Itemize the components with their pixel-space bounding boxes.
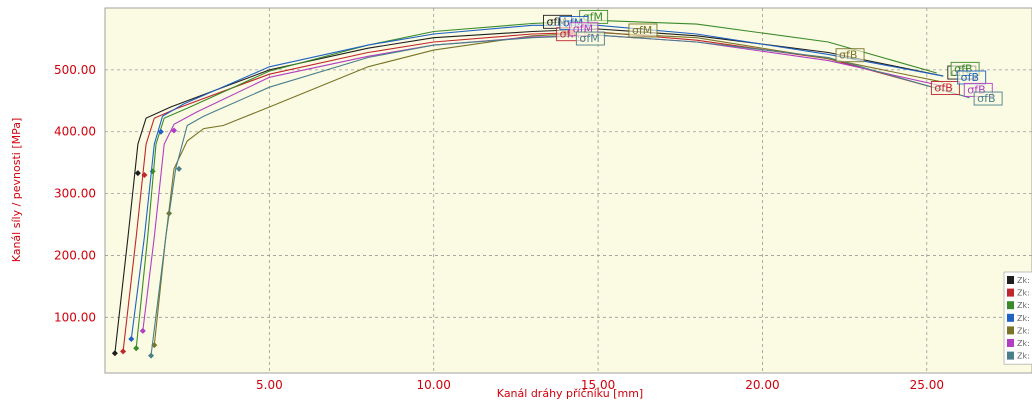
marker-label: σfM xyxy=(579,32,599,45)
x-tick-label: 15.00 xyxy=(581,378,615,392)
data-marker xyxy=(171,127,178,134)
x-axis-label: Kanál dráhy příčníku [mm] xyxy=(497,387,643,400)
plot-area xyxy=(104,7,1032,374)
x-tick-label: 5.00 xyxy=(256,378,283,392)
series-line-7 xyxy=(150,34,970,356)
x-tick-label: 25.00 xyxy=(910,378,944,392)
data-marker xyxy=(128,335,135,342)
marker-label: σfB xyxy=(977,92,995,105)
legend: Zk: 1 Zk: 2 Zk: 3 Zk: 4 Zk: 5 Zk: 6 Zk: 7 xyxy=(1003,271,1032,365)
tick-labels: 5.00 10.00 15.00 20.00 25.00 100.00 200.00 300.… xyxy=(54,63,944,392)
series-line-2 xyxy=(122,31,937,352)
data-marker xyxy=(157,128,164,135)
data-marker xyxy=(141,172,148,179)
data-marker xyxy=(148,352,155,359)
y-tick-label: 100.00 xyxy=(54,310,96,324)
marker-label-box xyxy=(930,81,960,95)
series-line-5 xyxy=(153,32,944,346)
marker-labels: σfMσfBσfMσfBσfMσfBσfMσfBσfMσfBσfMσfBσfMσ… xyxy=(543,9,1003,106)
series-line-4 xyxy=(130,24,944,340)
legend-entry: Zk: 3 xyxy=(1017,301,1032,310)
x-tick-label: 10.00 xyxy=(417,378,451,392)
y-tick-label: 500.00 xyxy=(54,63,96,77)
data-marker xyxy=(134,170,141,177)
legend-entry: Zk: 5 xyxy=(1017,326,1032,335)
legend-entry: Zk: 1 xyxy=(1017,276,1032,285)
legend-swatch xyxy=(1007,301,1014,310)
series-line-1 xyxy=(114,28,944,354)
y-tick-label: 200.00 xyxy=(54,248,96,262)
data-marker xyxy=(120,348,127,355)
legend-entry: Zk: 2 xyxy=(1017,289,1032,298)
legend-entry: Zk: 4 xyxy=(1017,314,1032,323)
marker-label-box xyxy=(575,31,605,46)
marker-label: σfB xyxy=(839,49,857,62)
data-marker xyxy=(111,350,118,357)
legend-entry: Zk: 6 xyxy=(1017,339,1032,348)
y-tick-label: 300.00 xyxy=(54,187,96,201)
legend-swatch xyxy=(1007,326,1014,335)
marker-label: σfB xyxy=(934,82,952,95)
data-marker xyxy=(139,327,146,334)
data-marker xyxy=(133,345,140,352)
legend-swatch xyxy=(1007,288,1014,297)
data-marker xyxy=(175,165,182,172)
marker-label: σfM xyxy=(632,24,652,37)
x-tick-label: 20.00 xyxy=(745,378,779,392)
series-lines xyxy=(111,19,970,359)
marker-label-box xyxy=(835,48,865,63)
marker-label-box xyxy=(628,23,658,38)
legend-swatch xyxy=(1007,339,1014,347)
marker-label-box xyxy=(973,91,1003,106)
legend-entry: Zk: 7 xyxy=(1017,352,1032,361)
y-tick-label: 400.00 xyxy=(54,125,96,139)
legend-swatch xyxy=(1007,313,1014,322)
legend-swatch xyxy=(1007,276,1014,284)
legend-swatch xyxy=(1007,351,1014,360)
marker-label: σfB xyxy=(961,71,979,84)
grid xyxy=(105,8,1032,373)
y-axis-label: Kanál síly / pevnosti [MPa] xyxy=(10,118,23,263)
